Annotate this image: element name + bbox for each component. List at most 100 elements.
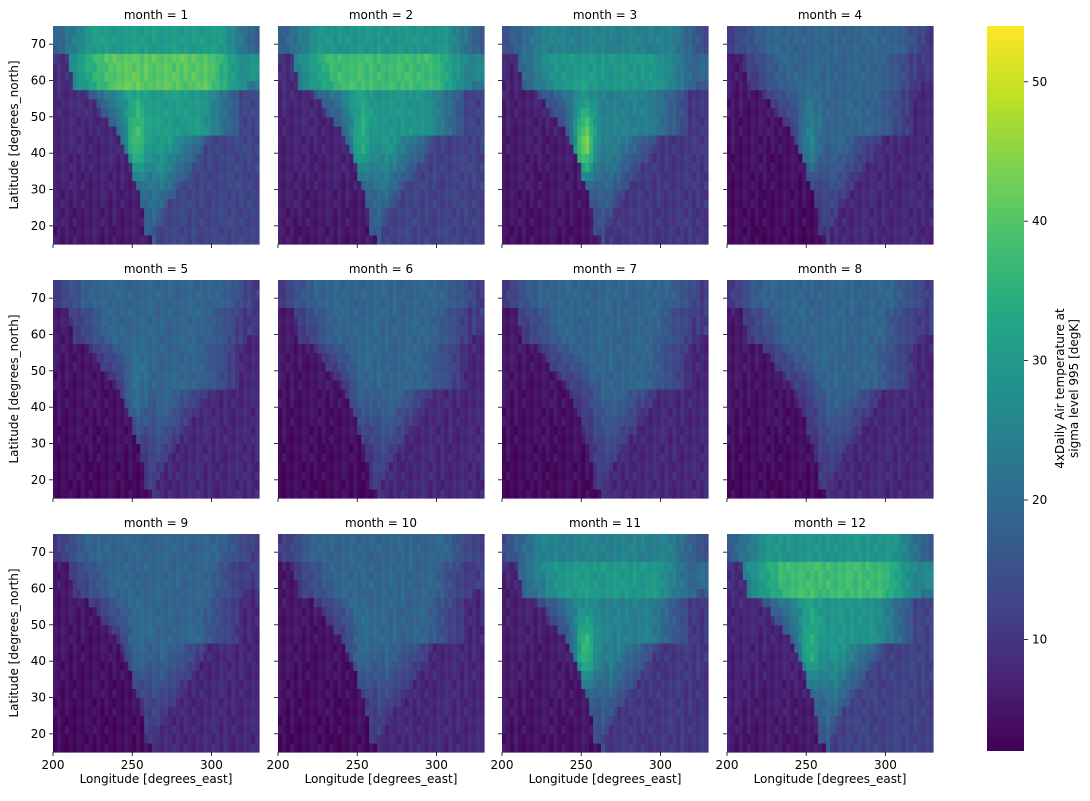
heatmap-cell — [730, 171, 736, 182]
heatmap-cell — [369, 98, 374, 109]
heatmap-cell — [616, 44, 622, 54]
heatmap-cell — [696, 225, 701, 236]
heatmap-cell — [452, 26, 457, 36]
heatmap-cell — [215, 225, 220, 236]
heatmap-cell — [684, 53, 689, 63]
heatmap-cell — [68, 71, 74, 82]
heatmap-cell — [112, 71, 117, 82]
heatmap-cell — [778, 189, 784, 200]
heatmap-cell — [652, 44, 658, 54]
heatmap-cell — [223, 62, 228, 73]
heatmap-cell — [100, 135, 106, 145]
heatmap-cell — [525, 98, 531, 109]
heatmap-cell — [128, 225, 133, 236]
heatmap-cell — [521, 162, 527, 172]
heatmap-cell — [612, 125, 618, 136]
heatmap-cell — [754, 80, 760, 91]
heatmap-cell — [774, 62, 780, 73]
heatmap-cell — [585, 171, 590, 182]
heatmap-cell — [357, 162, 362, 172]
heatmap-cell — [692, 89, 697, 100]
heatmap-cell — [163, 162, 169, 172]
heatmap-cell — [309, 98, 315, 109]
heatmap-cell — [235, 180, 240, 191]
heatmap-cell — [509, 207, 515, 218]
heatmap-cell — [195, 98, 201, 109]
heatmap-cell — [778, 180, 784, 191]
heatmap-cell — [549, 62, 555, 73]
heatmap-cell — [396, 44, 402, 54]
heatmap-cell — [865, 144, 871, 154]
heatmap-cell — [444, 26, 449, 36]
heatmap-cell — [929, 125, 934, 136]
heatmap-cell — [144, 125, 149, 136]
heatmap-cell — [480, 198, 485, 209]
heatmap-cell — [727, 89, 732, 100]
heatmap-cell — [688, 71, 693, 82]
heatmap-cell — [589, 144, 594, 154]
heatmap-cell — [289, 26, 295, 36]
heatmap-cell — [897, 107, 902, 118]
heatmap-cell — [84, 180, 90, 191]
heatmap-cell — [381, 53, 386, 63]
heatmap-cell — [255, 44, 260, 54]
heatmap-cell — [541, 180, 547, 191]
heatmap-cell — [865, 171, 871, 182]
heatmap-cell — [798, 116, 803, 127]
heatmap-cell — [480, 62, 485, 73]
heatmap-cell — [917, 144, 922, 154]
heatmap-cell — [668, 80, 673, 91]
heatmap-cell — [132, 44, 137, 54]
heatmap-cell — [802, 189, 807, 200]
heatmap-cell — [676, 80, 681, 91]
heatmap-cell — [810, 225, 815, 236]
heatmap-cell — [798, 189, 803, 200]
heatmap-cell — [309, 89, 315, 100]
heatmap-cell — [400, 89, 406, 100]
heatmap-cell — [396, 98, 402, 109]
heatmap-cell — [80, 44, 86, 54]
heatmap-cell — [929, 135, 934, 145]
heatmap-cell — [873, 144, 879, 154]
heatmap-cell — [456, 107, 461, 118]
heatmap-cell — [88, 135, 94, 145]
heatmap-cell — [215, 207, 220, 218]
heatmap-cell — [521, 189, 527, 200]
heatmap-cell — [818, 207, 823, 218]
heatmap-cell — [167, 26, 173, 36]
heatmap-cell — [195, 71, 201, 82]
heatmap-cell — [770, 153, 776, 163]
heatmap-cell — [545, 225, 551, 236]
heatmap-cell — [913, 89, 918, 100]
heatmap-cell — [112, 225, 117, 236]
heatmap-cell — [152, 171, 157, 182]
heatmap-cell — [569, 62, 574, 73]
heatmap-cell — [313, 135, 319, 145]
heatmap-cell — [921, 35, 926, 45]
heatmap-cell — [297, 144, 303, 154]
heatmap-cell — [581, 234, 586, 245]
heatmap-cell — [440, 98, 445, 109]
heatmap-cell — [247, 189, 252, 200]
heatmap-cell — [321, 26, 327, 36]
heatmap-cell — [183, 135, 189, 145]
heatmap-cell — [612, 107, 618, 118]
facet-title: month = 2 — [349, 8, 413, 22]
heatmap-cell — [207, 198, 213, 209]
heatmap-cell — [243, 216, 248, 227]
heatmap-cell — [92, 135, 98, 145]
heatmap-cell — [909, 225, 914, 236]
heatmap-cell — [746, 125, 752, 136]
heatmap-cell — [124, 207, 129, 218]
heatmap-cell — [412, 207, 418, 218]
heatmap-cell — [553, 207, 559, 218]
heatmap-cell — [833, 144, 839, 154]
heatmap-cell — [96, 35, 102, 45]
heatmap-cell — [76, 116, 82, 127]
heatmap-cell — [199, 107, 205, 118]
heatmap-cell — [231, 135, 236, 145]
heatmap-cell — [569, 180, 574, 191]
heatmap-cell — [104, 225, 110, 236]
heatmap-cell — [529, 35, 535, 45]
heatmap-cell — [313, 71, 319, 82]
